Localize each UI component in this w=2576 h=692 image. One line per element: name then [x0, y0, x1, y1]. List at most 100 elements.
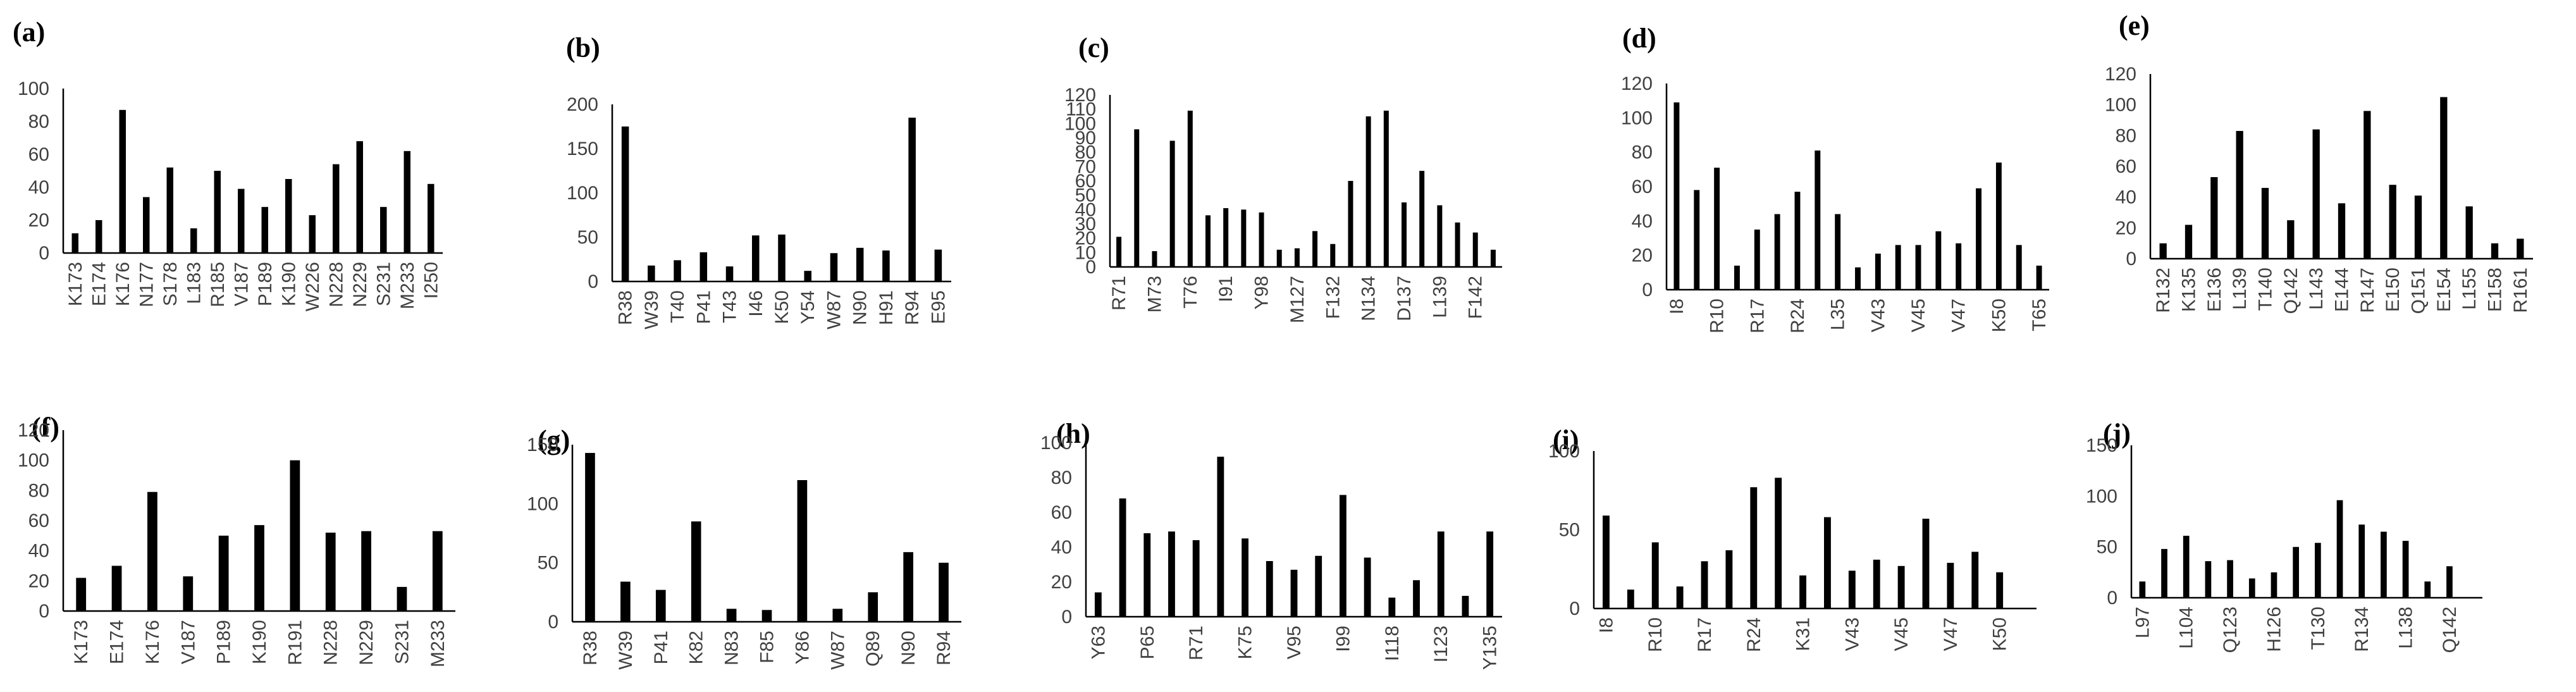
y-tick-label: 80	[2116, 125, 2136, 146]
chart-panel-a: (a) 0 20 40 60 80 100 K173 E174 K176 N177 S178 L183 R…	[13, 16, 443, 311]
bar-i-16	[1996, 572, 2004, 609]
x-tick-label: Q123	[2220, 607, 2241, 653]
x-tick-label: I46	[746, 290, 767, 317]
x-tick-label: E174	[89, 262, 109, 306]
bar-g-6	[797, 480, 808, 622]
y-tick-label: 50	[2097, 537, 2117, 558]
bar-a-2	[119, 109, 126, 253]
bar-i-4	[1701, 561, 1708, 609]
panel-label-b: (b)	[566, 32, 600, 63]
y-tick-label: 0	[2126, 249, 2136, 269]
x-tick-label: R10	[1707, 299, 1728, 333]
bar-j-13	[2424, 581, 2431, 598]
panel-label-e: (e)	[2119, 10, 2150, 41]
chart-panel-f: (f) 0 20 40 60 80 100 120 K173 E174 K176 V187 P189 K1…	[18, 412, 455, 667]
bar-c-18	[1437, 205, 1443, 267]
panel-label-i: (i)	[1553, 424, 1579, 455]
y-tick-label: 100	[18, 78, 49, 99]
x-tick-label: S178	[160, 262, 181, 306]
bar-f-9	[397, 586, 407, 611]
x-tick-label: V47	[1949, 299, 1969, 332]
bar-g-0	[585, 453, 595, 622]
bar-c-15	[1383, 110, 1389, 267]
y-tick-label: 0	[1642, 280, 1653, 300]
bar-b-12	[934, 249, 942, 281]
x-tick-label: R38	[580, 631, 601, 665]
bar-f-7	[325, 533, 336, 611]
x-tick-label: V95	[1284, 626, 1305, 659]
bar-h-9	[1315, 555, 1322, 617]
bar-e-2	[2210, 177, 2218, 259]
bar-f-2	[147, 491, 157, 611]
bar-c-10	[1294, 248, 1300, 267]
x-tick-label: R132	[2153, 268, 2174, 313]
bar-j-2	[2183, 535, 2190, 598]
x-tick-label: R185	[207, 262, 228, 307]
bar-c-3	[1169, 140, 1175, 267]
y-tick-label: 100	[1040, 433, 1072, 454]
y-tick-label: 20	[2116, 218, 2136, 238]
x-tick-label: N90	[898, 631, 919, 665]
x-tick-label: T40	[667, 290, 688, 323]
bar-e-11	[2440, 97, 2448, 259]
x-tick-label: N90	[850, 290, 871, 325]
x-tick-label: P65	[1137, 626, 1158, 659]
bar-g-8	[868, 592, 878, 622]
bar-j-4	[2227, 560, 2233, 598]
x-tick-label: Q142	[2281, 268, 2302, 314]
y-tick-label: 40	[1075, 199, 1096, 220]
y-tick-label: 200	[567, 94, 598, 115]
bar-a-1	[96, 220, 102, 253]
x-tick-label: F132	[1322, 276, 1343, 319]
x-tick-label: E136	[2204, 268, 2225, 312]
bar-a-9	[285, 179, 292, 253]
bar-c-7	[1241, 209, 1247, 267]
x-tick-label: D137	[1394, 276, 1415, 321]
x-tick-label: R94	[934, 631, 954, 665]
x-tick-label: L138	[2396, 607, 2417, 649]
x-tick-label: S231	[373, 262, 394, 306]
y-tick-label: 20	[1632, 245, 1653, 266]
y-tick-label: 60	[1632, 176, 1653, 197]
bar-a-10	[309, 215, 316, 253]
bar-c-11	[1312, 231, 1318, 267]
bar-g-7	[832, 609, 843, 622]
bar-i-3	[1676, 586, 1684, 609]
x-tick-label: T43	[720, 290, 741, 323]
bar-c-0	[1116, 237, 1122, 267]
x-tick-label: V43	[1842, 617, 1863, 651]
x-tick-label: E150	[2382, 268, 2403, 312]
bar-h-2	[1143, 533, 1151, 617]
y-tick-label: 50	[1559, 520, 1580, 541]
x-tick-label: Y98	[1252, 276, 1273, 309]
x-tick-label: P189	[255, 262, 276, 306]
bar-h-4	[1192, 540, 1200, 617]
y-tick-label: 0	[1569, 598, 1580, 619]
x-tick-label: E154	[2434, 268, 2455, 312]
x-tick-label: K176	[142, 620, 163, 664]
bar-i-0	[1603, 516, 1610, 609]
bar-d-4	[1754, 229, 1760, 290]
bar-h-5	[1217, 457, 1224, 617]
bar-i-7	[1775, 478, 1782, 609]
bar-e-4	[2261, 188, 2269, 259]
chart-panel-i: (i) 0 50 100 I8 R10 R17 R24 K31 V43 V45 V47 K50	[1548, 424, 2037, 652]
bar-a-3	[143, 197, 150, 253]
x-tick-label: E144	[2332, 268, 2353, 312]
bar-d-15	[1976, 188, 1982, 290]
x-tick-label: I250	[421, 262, 441, 299]
bar-b-7	[804, 271, 812, 281]
bar-b-4	[725, 266, 734, 281]
y-tick-label: 110	[1066, 99, 1096, 120]
y-tick-label: 100	[1621, 108, 1653, 128]
bar-d-17	[2016, 245, 2022, 290]
bar-b-11	[908, 118, 916, 281]
bar-d-5	[1774, 214, 1780, 290]
bar-c-8	[1259, 212, 1264, 267]
bar-e-3	[2236, 131, 2243, 259]
panel-label-f: (f)	[32, 412, 59, 443]
bar-j-5	[2248, 578, 2255, 598]
bar-e-12	[2465, 206, 2473, 259]
x-tick-label: M73	[1144, 276, 1165, 312]
